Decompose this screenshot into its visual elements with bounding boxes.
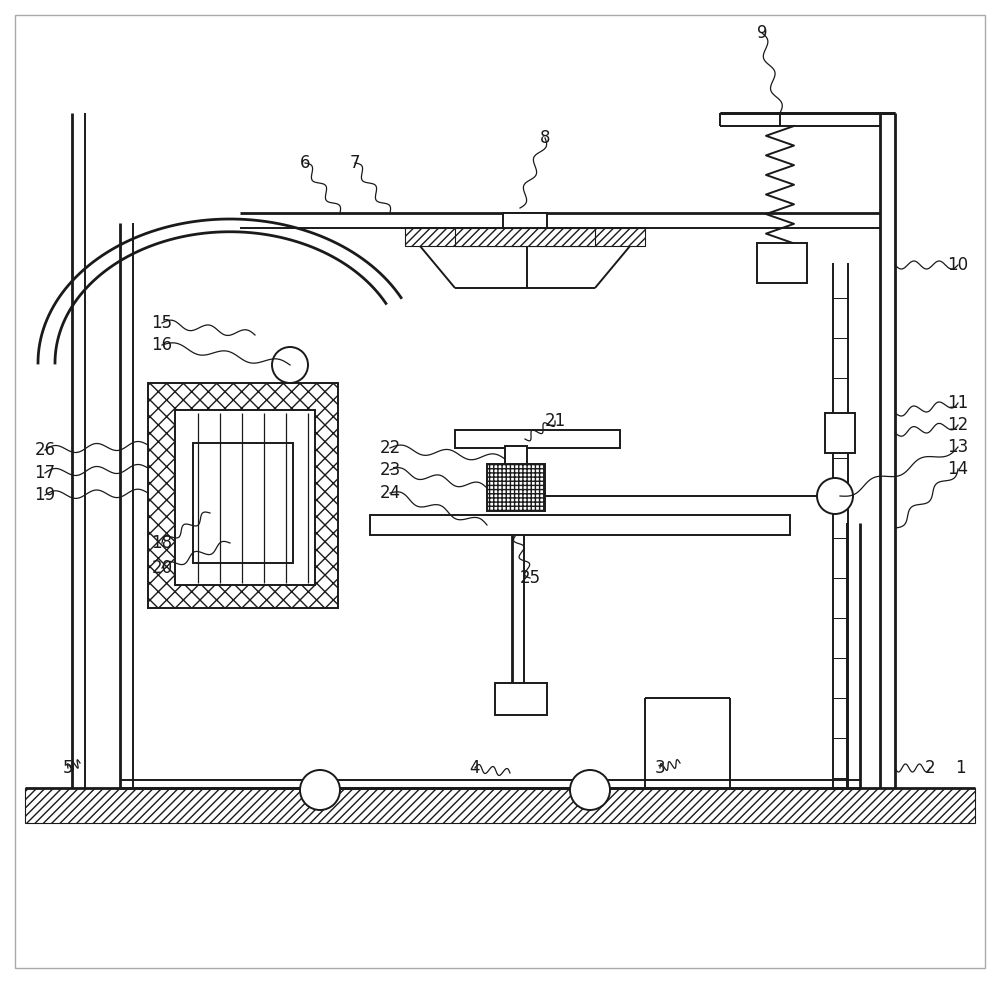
Text: 10: 10 (947, 256, 969, 274)
Circle shape (817, 478, 853, 514)
Text: 13: 13 (947, 438, 969, 456)
Text: 23: 23 (379, 461, 401, 479)
Bar (405, 228, 645, 246)
Bar (757, 243, 807, 283)
Text: 8: 8 (540, 129, 550, 147)
Text: 18: 18 (151, 534, 173, 552)
Circle shape (272, 347, 308, 383)
Bar (25, 788, 975, 823)
Bar (175, 410, 315, 585)
Bar (455, 228, 595, 246)
Bar (370, 515, 790, 535)
Text: 12: 12 (947, 416, 969, 434)
Text: 9: 9 (757, 24, 767, 42)
Text: 7: 7 (350, 154, 360, 172)
Text: 17: 17 (34, 464, 56, 482)
Text: 3: 3 (655, 759, 665, 777)
Text: 4: 4 (470, 759, 480, 777)
Text: 6: 6 (300, 154, 310, 172)
Circle shape (570, 770, 610, 810)
Text: 15: 15 (151, 314, 173, 332)
Text: 24: 24 (379, 484, 401, 502)
Text: 5: 5 (63, 759, 73, 777)
Text: 1: 1 (955, 759, 965, 777)
Text: 2: 2 (925, 759, 935, 777)
Text: 11: 11 (947, 394, 969, 412)
Circle shape (300, 770, 340, 810)
Bar (455, 430, 620, 448)
Bar (505, 446, 527, 468)
Bar (503, 213, 547, 228)
Text: 19: 19 (34, 486, 56, 504)
Bar (148, 383, 338, 608)
Bar (825, 413, 855, 453)
Text: 26: 26 (34, 441, 56, 459)
Text: 16: 16 (151, 336, 173, 354)
Bar (495, 683, 547, 715)
Text: 20: 20 (151, 559, 173, 577)
Text: 25: 25 (519, 569, 541, 587)
Text: 14: 14 (947, 460, 969, 478)
Text: 21: 21 (544, 412, 566, 430)
Bar (193, 443, 293, 563)
Bar (487, 464, 545, 511)
Text: 22: 22 (379, 439, 401, 457)
